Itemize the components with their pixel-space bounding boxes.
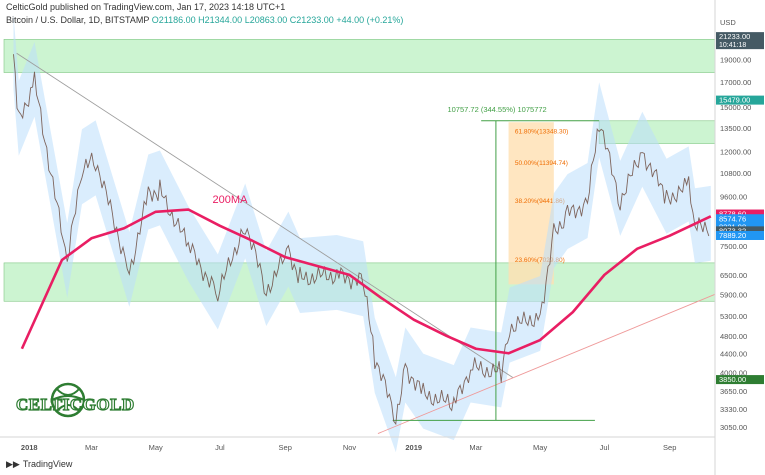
x-tick-0: 2018 xyxy=(21,443,38,452)
fib-label-1: 50.00%(11394.74) xyxy=(515,160,568,167)
fib-label-0: 61.80%(13348.30) xyxy=(515,128,569,135)
ma-label: 200MA xyxy=(213,194,249,206)
y-tick-0: 19000.00 xyxy=(720,55,751,64)
y-tick-1: 17000.00 xyxy=(720,78,751,87)
x-tick-6: 2019 xyxy=(405,443,422,452)
x-tick-1: Mar xyxy=(85,443,98,452)
x-tick-2: May xyxy=(149,443,163,452)
y-tick-9: 6500.00 xyxy=(720,271,747,280)
price-tag-5: 8073.32 xyxy=(719,226,746,235)
symbol-label: Bitcoin / U.S. Dollar, 1D, BITSTAMP xyxy=(6,15,150,25)
price-tag-6: 7889.20 xyxy=(719,231,746,240)
tradingview-label: TradingView xyxy=(22,459,73,469)
price-tag-bg-1 xyxy=(716,95,764,105)
y-tick-15: 3650.00 xyxy=(720,387,747,396)
x-tick-9: Jul xyxy=(600,443,610,452)
y-tick-6: 9600.00 xyxy=(720,193,747,202)
price-tag-bg-5 xyxy=(716,226,764,236)
price-tag-0: 21233.00 xyxy=(719,32,750,41)
y-tick-13: 4400.00 xyxy=(720,349,747,358)
x-tick-8: May xyxy=(533,443,547,452)
low-value: L20863.00 xyxy=(244,15,288,25)
y-tick-2: 15000.00 xyxy=(720,103,751,112)
price-tag-bg-7 xyxy=(716,375,764,385)
price-tag-3: 8574.76 xyxy=(719,214,746,223)
fib-label-3: 23.60%(7029.80) xyxy=(515,257,565,264)
uptrend-line xyxy=(377,293,716,434)
price-tag-sub-0: 10:41:18 xyxy=(719,42,746,49)
y-tick-4: 12000.00 xyxy=(720,148,751,157)
logo-text: CELTICGOLD xyxy=(16,395,135,414)
y-tick-12: 4800.00 xyxy=(720,332,747,341)
price-tag-2: 8778.60 xyxy=(719,210,746,219)
close-value: C21233.00 xyxy=(289,15,334,25)
downtrend-line xyxy=(16,52,514,378)
y-tick-10: 5900.00 xyxy=(720,290,747,299)
x-tick-5: Nov xyxy=(343,443,357,452)
published-line: CelticGold published on TradingView.com,… xyxy=(6,2,286,12)
fib-label-2: 38.20%(9441.86) xyxy=(515,198,565,205)
y-tick-17: 3050.00 xyxy=(720,423,747,432)
y-tick-5: 10800.00 xyxy=(720,169,751,178)
y-tick-11: 5300.00 xyxy=(720,312,747,321)
x-tick-10: Sep xyxy=(663,443,676,452)
high-value: H21344.00 xyxy=(198,15,243,25)
zone-0 xyxy=(3,39,716,73)
price-tag-bg-2 xyxy=(716,209,764,219)
price-tag-1: 15479.00 xyxy=(719,96,750,105)
price-tag-bg-0 xyxy=(716,32,764,50)
price-tag-bg-3 xyxy=(716,214,764,224)
price-tag-bg-6 xyxy=(716,230,764,240)
y-tick-8: 7500.00 xyxy=(720,242,747,251)
y-tick-16: 3330.00 xyxy=(720,405,747,414)
x-tick-4: Sep xyxy=(279,443,292,452)
change-value: +44.00 (+0.21%) xyxy=(336,15,404,25)
zone-2 xyxy=(598,120,716,144)
y-tick-14: 4000.00 xyxy=(720,368,747,377)
tv-icon: ▶▶ xyxy=(6,459,20,469)
x-tick-3: Jul xyxy=(215,443,225,452)
ma-series xyxy=(20,208,712,355)
tradingview-logo[interactable]: ▶▶ TradingView xyxy=(6,459,72,470)
y-unit: USD xyxy=(720,18,736,27)
annotations: 10757.72 (344.55%) 1075772 200MA xyxy=(213,105,547,206)
trend-lines xyxy=(16,52,716,434)
y-tick-3: 13500.00 xyxy=(720,124,751,133)
measure-label: 10757.72 (344.55%) 1075772 xyxy=(447,105,546,114)
x-tick-7: Mar xyxy=(469,443,482,452)
celticgold-logo: CELTICGOLD xyxy=(15,382,135,418)
open-value: O21186.00 xyxy=(151,15,196,25)
ma-line-0 xyxy=(20,208,712,355)
ohlc-line: Bitcoin / U.S. Dollar, 1D, BITSTAMP O211… xyxy=(6,15,403,25)
price-tag-7: 3850.00 xyxy=(719,375,746,384)
